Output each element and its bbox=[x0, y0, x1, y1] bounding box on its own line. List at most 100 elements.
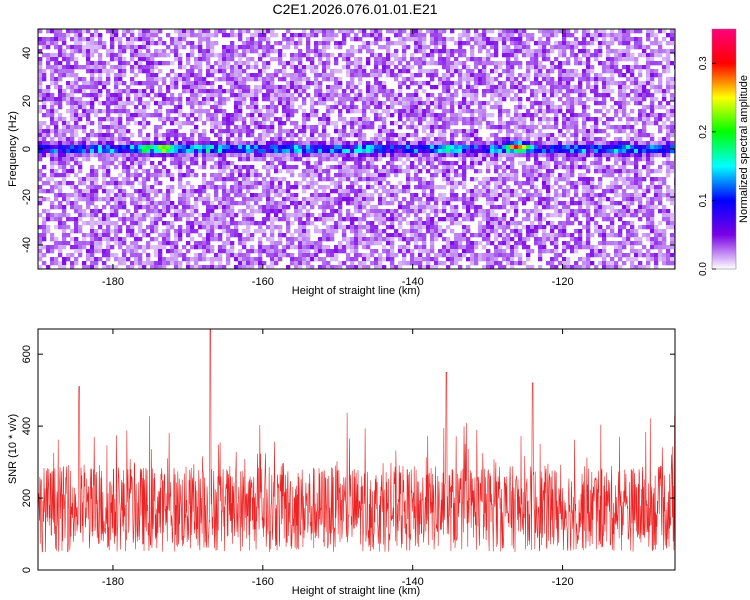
heatmap-cell bbox=[222, 65, 227, 70]
heatmap-cell bbox=[550, 61, 555, 66]
heatmap-cell bbox=[326, 121, 331, 126]
heatmap-cell bbox=[206, 53, 211, 58]
heatmap-cell bbox=[638, 65, 643, 70]
heatmap-cell bbox=[66, 29, 71, 34]
heatmap-cell bbox=[650, 77, 655, 82]
heatmap-cell bbox=[514, 129, 519, 134]
heatmap-cell bbox=[290, 153, 295, 158]
heatmap-cell bbox=[598, 29, 603, 34]
heatmap-cell bbox=[274, 137, 279, 142]
heatmap-cell bbox=[306, 149, 311, 154]
heatmap-cell bbox=[454, 141, 459, 146]
heatmap-cell bbox=[602, 37, 607, 42]
heatmap-cell bbox=[270, 97, 275, 102]
heatmap-cell bbox=[262, 129, 267, 134]
heatmap-cell bbox=[378, 181, 383, 186]
heatmap-cell bbox=[278, 129, 283, 134]
heatmap-cell bbox=[234, 49, 239, 54]
heatmap-cells bbox=[38, 29, 675, 269]
heatmap-cell bbox=[86, 205, 91, 210]
heatmap-cell bbox=[422, 53, 427, 58]
heatmap-cell bbox=[82, 153, 87, 158]
heatmap-cell bbox=[506, 173, 511, 178]
heatmap-cell bbox=[114, 101, 119, 106]
heatmap-cell bbox=[134, 145, 139, 150]
heatmap-cell bbox=[414, 197, 419, 202]
heatmap-cell bbox=[606, 93, 611, 98]
heatmap-cell bbox=[466, 197, 471, 202]
heatmap-cell bbox=[510, 161, 515, 166]
heatmap-cell bbox=[542, 29, 547, 34]
heatmap-cell bbox=[198, 165, 203, 170]
heatmap-cell bbox=[522, 73, 527, 78]
heatmap-cell bbox=[266, 117, 271, 122]
heatmap-cell bbox=[618, 137, 623, 142]
heatmap-cell bbox=[430, 77, 435, 82]
heatmap-cell bbox=[250, 145, 255, 150]
heatmap-cell bbox=[306, 117, 311, 122]
heatmap-cell bbox=[94, 65, 99, 70]
heatmap-cell bbox=[290, 137, 295, 142]
heatmap-cell bbox=[346, 93, 351, 98]
heatmap-cell bbox=[270, 85, 275, 90]
heatmap-cell bbox=[530, 197, 535, 202]
heatmap-cell bbox=[618, 185, 623, 190]
heatmap-cell bbox=[630, 137, 635, 142]
heatmap-cell bbox=[574, 137, 579, 142]
heatmap-cell bbox=[502, 201, 507, 206]
heatmap-cell bbox=[282, 153, 287, 158]
heatmap-cell bbox=[338, 81, 343, 86]
heatmap-cell bbox=[610, 145, 615, 150]
heatmap-cell bbox=[74, 121, 79, 126]
heatmap-cell bbox=[574, 85, 579, 90]
heatmap-cell bbox=[470, 157, 475, 162]
heatmap-cell bbox=[42, 37, 47, 42]
heatmap-cell bbox=[58, 129, 63, 134]
heatmap-cell bbox=[66, 181, 71, 186]
heatmap-cell bbox=[138, 37, 143, 42]
heatmap-cell bbox=[638, 173, 643, 178]
heatmap-cell bbox=[418, 97, 423, 102]
heatmap-cell bbox=[518, 117, 523, 122]
heatmap-cell bbox=[190, 169, 195, 174]
heatmap-cell bbox=[142, 125, 147, 130]
heatmap-cell bbox=[570, 101, 575, 106]
heatmap-cell bbox=[446, 101, 451, 106]
heatmap-cell bbox=[422, 165, 427, 170]
heatmap-cell bbox=[194, 149, 199, 154]
heatmap-cell bbox=[502, 45, 507, 50]
heatmap-cell bbox=[450, 113, 455, 118]
heatmap-cell bbox=[110, 117, 115, 122]
heatmap-cell bbox=[38, 169, 43, 174]
heatmap-cell bbox=[262, 97, 267, 102]
heatmap-cell bbox=[374, 61, 379, 66]
heatmap-cell bbox=[122, 177, 127, 182]
heatmap-cell bbox=[182, 113, 187, 118]
heatmap-cell bbox=[390, 89, 395, 94]
heatmap-cell bbox=[658, 201, 663, 206]
heatmap-cell bbox=[450, 69, 455, 74]
heatmap-cell bbox=[182, 33, 187, 38]
heatmap-cell bbox=[190, 173, 195, 178]
heatmap-cell bbox=[58, 69, 63, 74]
heatmap-cell bbox=[514, 153, 519, 158]
heatmap-cell bbox=[230, 201, 235, 206]
heatmap-cell bbox=[258, 133, 263, 138]
heatmap-cell bbox=[494, 189, 499, 194]
heatmap-cell bbox=[634, 89, 639, 94]
heatmap-cell bbox=[222, 45, 227, 50]
heatmap-cell bbox=[562, 85, 567, 90]
heatmap-cell bbox=[290, 105, 295, 110]
heatmap-cell bbox=[258, 57, 263, 62]
heatmap-cell bbox=[334, 85, 339, 90]
heatmap-cell bbox=[538, 85, 543, 90]
heatmap-cell bbox=[50, 149, 55, 154]
heatmap-cell bbox=[650, 85, 655, 90]
heatmap-cell bbox=[522, 105, 527, 110]
heatmap-cell bbox=[362, 105, 367, 110]
heatmap-cell bbox=[554, 109, 559, 114]
heatmap-cell bbox=[362, 117, 367, 122]
heatmap-cell bbox=[58, 37, 63, 42]
heatmap-cell bbox=[222, 129, 227, 134]
heatmap-cell bbox=[118, 61, 123, 66]
